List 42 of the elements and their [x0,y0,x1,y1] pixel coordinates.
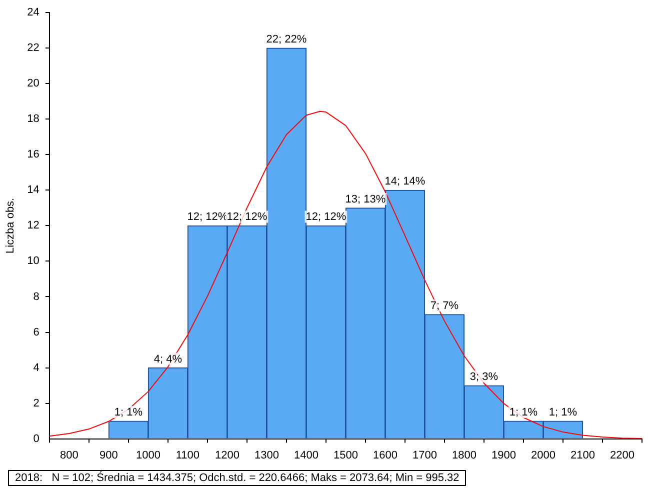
y-tick-label: 24 [27,6,40,19]
x-tick-label: 2200 [610,449,634,462]
y-tick-label: 4 [33,362,40,374]
x-tick-label: 2100 [570,449,595,462]
y-tick-label: 16 [27,148,40,161]
x-tick-label: 1000 [136,449,160,462]
data-label: 1; 1% [548,406,578,419]
x-tick-label: 1200 [214,449,240,462]
x-tick-label: 800 [60,449,78,462]
data-label: 14; 14% [384,176,426,188]
data-label: 13; 13% [345,193,386,206]
y-tick-label: 14 [27,184,40,196]
data-label: 1; 1% [509,406,538,419]
data-label: 7; 7% [430,300,459,312]
data-label: 3; 3% [470,371,498,384]
data-label: 4; 4% [154,353,182,366]
data-label: 22; 22% [266,34,307,46]
y-tick-label: 6 [33,326,40,338]
data-label: 12; 12% [187,211,228,224]
x-tick-label: 1100 [176,449,200,462]
y-axis-title: Liczba obs. [4,198,17,254]
y-tick-label: 12 [27,220,40,232]
x-tick-label: 1600 [372,449,398,462]
data-label: 12; 12% [226,211,268,224]
x-tick-label: 1800 [452,449,476,462]
y-tick-label: 20 [27,78,40,90]
x-tick-label: 1900 [491,449,516,462]
data-label: 12; 12% [306,211,346,224]
y-tick-label: 18 [27,113,40,126]
x-tick-label: 1700 [412,449,437,462]
x-tick-label: 900 [100,449,118,462]
text: 2018: N = 102; Średnia = 1434.375; Odch.std. = 220.6466; Maks = 2073.64; Min = 995.32 [8,470,466,486]
y-tick-label: 22 [27,42,40,54]
x-tick-label: 1400 [294,449,318,462]
y-tick-label: 8 [33,290,40,303]
x-tick-label: 1500 [333,449,358,462]
y-tick-label: 2 [33,397,40,410]
data-label: 1; 1% [114,406,143,419]
y-tick-label: 0 [33,432,40,445]
x-tick-label: 1300 [254,449,279,462]
y-tick-label: 10 [27,255,40,268]
x-tick-label: 2000 [530,449,556,462]
